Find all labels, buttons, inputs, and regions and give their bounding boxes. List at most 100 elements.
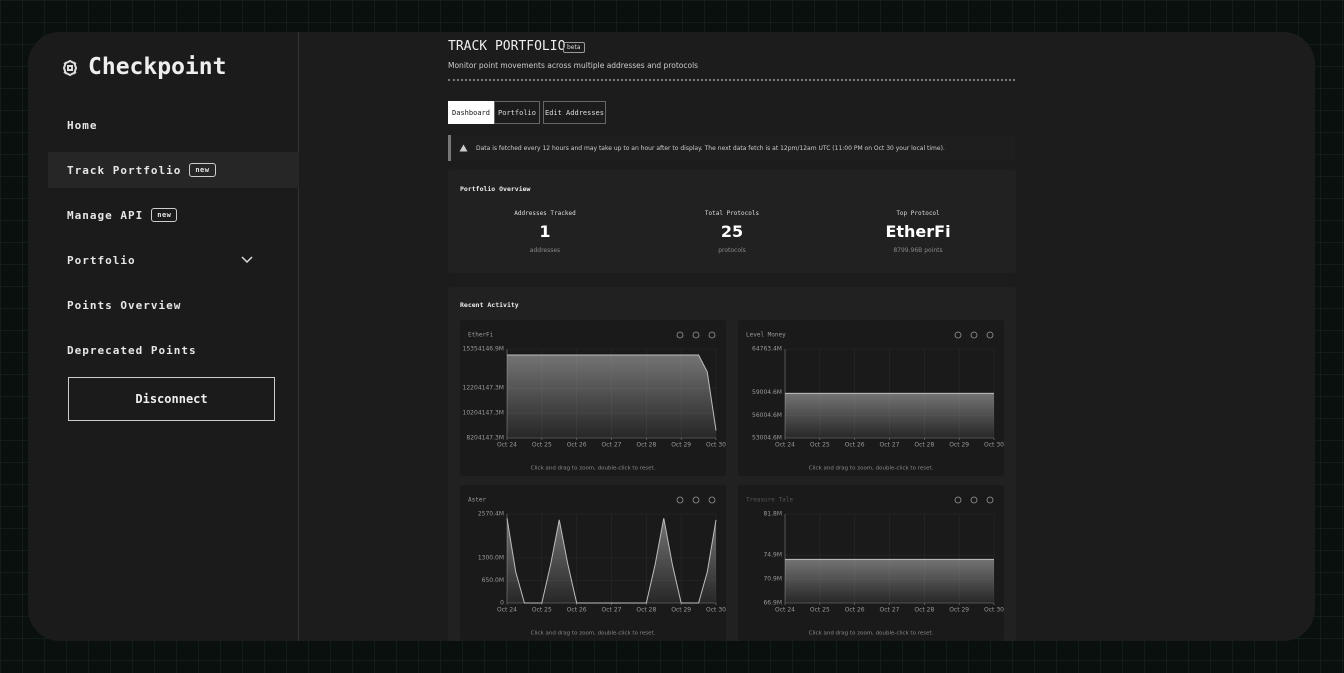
x-tick-label: Oct 28 — [914, 607, 934, 614]
x-tick-label: Oct 26 — [845, 442, 865, 449]
warning-icon — [459, 144, 468, 152]
chart-panel: Aster 2570.4M 1300.0M 650.0M 0 Oct 24 Oct 25 Oc… — [460, 485, 726, 641]
stat: Total Protocols 25 protocols — [632, 210, 832, 254]
y-tick-label: 0 — [500, 600, 504, 607]
reset-icon — [708, 331, 716, 339]
x-tick-label: Oct 29 — [949, 442, 969, 449]
x-tick-label: Oct 29 — [671, 607, 691, 614]
nav-label: Home — [67, 118, 98, 132]
stat-label: Top Protocol — [896, 210, 940, 217]
series-line — [506, 518, 717, 604]
notice: Data is fetched every 12 hours and may t… — [448, 135, 1015, 161]
area-fill — [785, 393, 994, 438]
x-tick-label: Oct 25 — [532, 442, 552, 449]
nav-item[interactable]: Track Portfolio new — [48, 152, 299, 188]
title-badge: beta — [563, 42, 585, 53]
nav-item[interactable]: Home — [48, 107, 299, 143]
y-tick-label: 74.9M — [763, 552, 782, 559]
chart-hint: Click and drag to zoom, double-click to … — [809, 631, 934, 637]
y-tick-label: 2570.4M — [478, 511, 504, 518]
reset-icon — [986, 496, 994, 504]
x-tick-label: Oct 25 — [532, 607, 552, 614]
x-tick-label: Oct 26 — [845, 607, 865, 614]
chart-title: Level Money — [746, 332, 786, 339]
subtitle: Monitor point movements across multiple … — [448, 61, 699, 70]
chevron — [241, 256, 253, 264]
nav-label: Portfolio — [67, 253, 136, 267]
disconnect-button[interactable]: Disconnect — [68, 377, 275, 421]
y-tick-label: 53004.6M — [752, 435, 782, 442]
card-title: Portfolio Overview — [460, 185, 531, 193]
stat-value: EtherFi — [885, 222, 951, 241]
nav-item[interactable]: Points Overview — [48, 287, 299, 323]
nav-item[interactable]: Portfolio — [48, 242, 299, 278]
expand-icon — [970, 496, 978, 504]
x-tick-label: Oct 24 — [497, 442, 517, 449]
x-tick-label: Oct 28 — [636, 442, 656, 449]
tab[interactable]: Portfolio — [494, 101, 540, 124]
chart-hint: Click and drag to zoom, double-click to … — [809, 466, 934, 472]
x-tick-label: Oct 25 — [810, 442, 830, 449]
x-tick-label: Oct 27 — [880, 442, 900, 449]
stat-label: Addresses Tracked — [514, 210, 576, 217]
x-tick-label: Oct 27 — [602, 442, 622, 449]
area-fill — [785, 559, 994, 603]
chart: EtherFi 15354146.9M 12204147.3M 10204147.3M… — [463, 331, 727, 472]
chart-panel: EtherFi 15354146.9M 12204147.3M 10204147.3M… — [460, 320, 726, 476]
series-line — [507, 354, 717, 431]
x-tick-label: Oct 28 — [914, 442, 934, 449]
stat: Addresses Tracked 1 addresses — [445, 210, 645, 254]
y-tick-label: 10204147.3M — [463, 410, 504, 417]
chart-title: Treasure Tale — [746, 497, 793, 504]
x-tick-label: Oct 30 — [706, 607, 726, 614]
y-tick-label: 56004.6M — [752, 412, 782, 419]
x-tick-label: Oct 30 — [706, 442, 726, 449]
nav-label: Deprecated Points — [67, 343, 197, 357]
nav-label: Points Overview — [67, 298, 182, 312]
nav-label: Track Portfolio — [67, 163, 182, 177]
nav-item[interactable]: Manage API new — [48, 197, 299, 233]
x-tick-label: Oct 27 — [880, 607, 900, 614]
stat-label: Total Protocols — [704, 210, 760, 217]
zoom-icon — [954, 496, 962, 504]
tab[interactable]: Dashboard — [448, 101, 494, 124]
x-tick-label: Oct 26 — [567, 607, 587, 614]
stat-unit: addresses — [529, 247, 561, 254]
nav-item[interactable]: Deprecated Points — [48, 332, 299, 368]
reset-icon — [986, 331, 994, 339]
tab[interactable]: Edit Addresses — [543, 101, 606, 124]
zoom-icon — [954, 331, 962, 339]
y-tick-label: 8204147.3M — [466, 435, 504, 442]
chart-title: Aster — [468, 497, 486, 504]
y-tick-label: 15354146.9M — [463, 346, 504, 353]
x-tick-label: Oct 30 — [984, 442, 1004, 449]
y-tick-label: 12204147.3M — [463, 385, 504, 392]
app-frame: Checkpoint Home Track Portfolio new Manag… — [28, 32, 1315, 641]
x-tick-label: Oct 24 — [775, 607, 795, 614]
x-tick-label: Oct 25 — [810, 607, 830, 614]
overview-card: Portfolio Overview Addresses Tracked 1 a… — [448, 170, 1016, 273]
y-tick-label: 64763.4M — [752, 346, 782, 353]
expand-icon — [692, 331, 700, 339]
logo-icon — [62, 59, 78, 77]
y-tick-label: 81.8M — [763, 511, 782, 518]
stat-value: 25 — [720, 222, 744, 241]
chart-hint: Click and drag to zoom, double-click to … — [531, 631, 656, 637]
y-tick-label: 650.0M — [482, 577, 504, 584]
x-tick-label: Oct 28 — [636, 607, 656, 614]
x-tick-label: Oct 26 — [567, 442, 587, 449]
expand-icon — [692, 496, 700, 504]
expand-icon — [970, 331, 978, 339]
notice-text: Data is fetched every 12 hours and may t… — [476, 144, 945, 152]
x-tick-label: Oct 24 — [775, 442, 795, 449]
nav-label: Manage API — [67, 208, 144, 222]
chart-title: EtherFi — [468, 332, 494, 339]
area-fill — [507, 355, 716, 438]
reset-icon — [708, 496, 716, 504]
y-tick-label: 70.9M — [763, 576, 782, 583]
chart-hint: Click and drag to zoom, double-click to … — [531, 466, 656, 472]
x-tick-label: Oct 30 — [984, 607, 1004, 614]
